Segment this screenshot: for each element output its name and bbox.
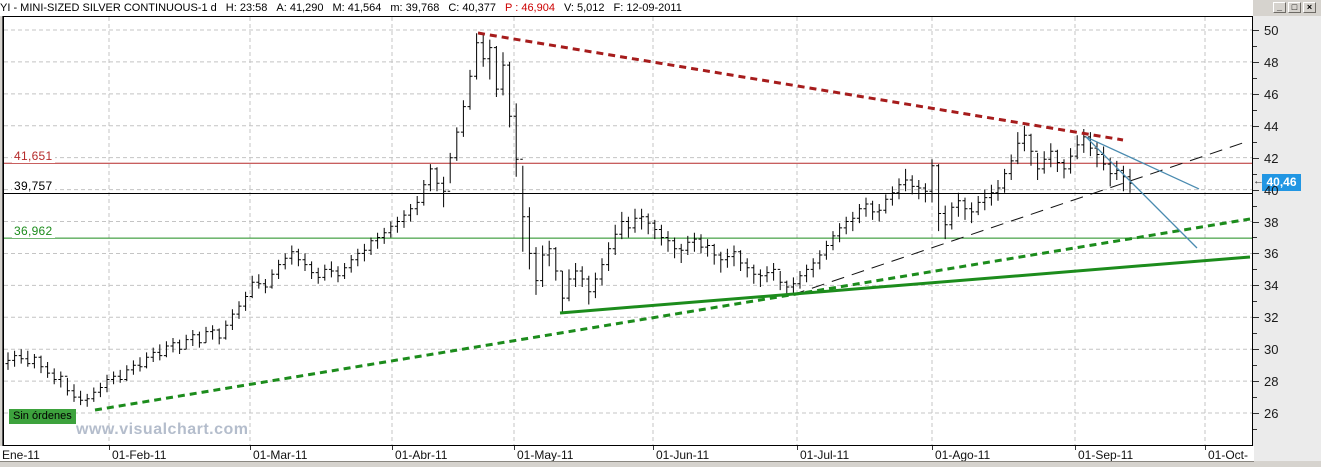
price-axis-label: 34	[1264, 278, 1279, 294]
date-axis-tick	[514, 446, 515, 450]
price-axis[interactable]: ← 40,46 26 28 30 32 34 36 38 40 42 44 46 48 50	[1253, 16, 1321, 461]
date-axis-label: 01-Ago-11	[935, 448, 991, 462]
price-axis-tick	[1253, 141, 1257, 143]
blue-fan-upper	[1085, 136, 1200, 190]
price-axis-tick	[1253, 45, 1257, 47]
quote-field-m: m: 39,768	[390, 2, 440, 14]
minimize-button[interactable]: _	[1273, 2, 1286, 13]
date-axis-label: 01-Abr-11	[395, 448, 448, 462]
price-level-label: 41,651	[12, 149, 55, 164]
price-axis-label: 32	[1264, 310, 1279, 326]
window-corner: _ □ ×	[1253, 0, 1321, 16]
price-axis-tick	[1253, 317, 1259, 319]
date-axis-tick	[797, 446, 798, 450]
date-axis-tick	[1205, 446, 1206, 450]
price-axis-label: 46	[1264, 86, 1279, 102]
price-axis-tick	[1253, 285, 1259, 287]
period-label: 1 d	[201, 2, 217, 14]
price-level-label: 36,962	[12, 224, 55, 239]
price-axis-tick	[1253, 301, 1257, 303]
quote-field-p: P : 46,904	[505, 2, 555, 14]
price-axis-tick	[1253, 333, 1257, 335]
date-axis-label: 01-Jun-11	[656, 448, 710, 462]
descending-resistance-red	[477, 31, 1124, 142]
price-axis-label: 28	[1264, 374, 1279, 390]
blue-fan-lower	[1085, 136, 1198, 249]
price-axis-label: 44	[1264, 118, 1279, 134]
price-axis-label: 26	[1264, 406, 1279, 422]
price-axis-tick	[1253, 413, 1259, 415]
quote-field-m: M: 41,564	[332, 2, 382, 14]
last-price-marker: 40,46	[1262, 174, 1301, 192]
price-axis-tick	[1253, 77, 1257, 79]
price-axis-tick	[1253, 253, 1259, 255]
price-axis-label: 42	[1264, 150, 1279, 166]
date-axis-label: 01-Oct-	[1208, 448, 1249, 462]
price-axis-label: 48	[1264, 54, 1279, 70]
date-axis-label: Ene-11	[2, 448, 40, 462]
date-axis-label: 01-Sep-11	[1078, 448, 1134, 462]
quote-field-v: V: 5,012	[563, 2, 605, 14]
instrument-title: YI - MINI-SIZED SILVER CONTINUOUS	[0, 2, 198, 14]
price-axis-tick	[1253, 237, 1257, 239]
date-axis-tick	[932, 446, 933, 450]
price-level-label: 39,757	[12, 179, 55, 194]
title-separator: -	[197, 2, 202, 14]
support-dashed-green	[94, 217, 1251, 412]
date-axis-tick	[392, 446, 393, 450]
date-axis-label: 01-Mar-11	[253, 448, 308, 462]
date-axis-label: 01-May-11	[517, 448, 574, 462]
quote-field-c: C: 40,377	[448, 2, 497, 14]
price-axis-tick	[1253, 30, 1259, 31]
window-left-border	[2, 16, 3, 461]
restore-button[interactable]: □	[1288, 2, 1301, 13]
price-axis-tick	[1253, 365, 1257, 367]
price-axis-tick	[1253, 189, 1259, 191]
price-axis-label: 36	[1264, 246, 1279, 262]
chart-plot-area[interactable]: 41,651 39,757 36,962 Sin órdenes www.visua…	[3, 16, 1253, 446]
price-axis-tick	[1253, 429, 1257, 430]
price-axis-tick	[1253, 157, 1259, 159]
price-axis-label: 38	[1264, 214, 1279, 230]
price-axis-label: 50	[1264, 23, 1279, 38]
price-axis-tick	[1253, 349, 1259, 351]
support-solid-green	[559, 255, 1251, 315]
price-marker-arrow-icon: ←	[1253, 175, 1264, 188]
price-axis-tick	[1253, 397, 1257, 399]
ohlc-bars	[5, 33, 1133, 407]
date-axis-tick	[1075, 446, 1076, 450]
date-axis-tick	[653, 446, 654, 450]
price-axis-tick	[1253, 221, 1259, 223]
price-axis-tick	[1253, 173, 1257, 175]
price-axis-tick	[1253, 125, 1259, 127]
date-axis-label: 01-Jul-11	[800, 448, 850, 462]
close-button[interactable]: ×	[1303, 2, 1316, 13]
date-axis[interactable]: Ene-11 01-Feb-11 01-Mar-11 01-Abr-11 01-May-…	[0, 446, 1254, 462]
price-axis-label: 40	[1264, 182, 1279, 198]
quote-field-h: H: 23:58	[225, 2, 268, 14]
date-axis-tick	[109, 446, 110, 450]
price-chart-canvas	[4, 17, 1252, 445]
window-controls: _ □ ×	[1273, 2, 1316, 13]
visualchart-watermark: www.visualchart.com	[76, 421, 249, 438]
price-axis-label: 30	[1264, 342, 1279, 358]
no-orders-badge: Sin órdenes	[9, 409, 76, 424]
price-axis-tick	[1253, 205, 1257, 207]
date-axis-tick	[250, 446, 251, 450]
price-axis-tick	[1253, 61, 1259, 63]
price-axis-tick	[1253, 381, 1259, 383]
price-axis-tick	[1253, 269, 1257, 271]
price-axis-tick	[1253, 93, 1259, 95]
date-axis-label: 01-Feb-11	[112, 448, 167, 462]
quote-field-f: F: 12-09-2011	[613, 2, 682, 14]
ascending-channel-black	[791, 141, 1247, 296]
price-axis-tick	[1253, 109, 1257, 111]
quote-fields: H: 23:58 A: 41,290 M: 41,564 m: 39,768 C: 40…	[217, 0, 682, 16]
quote-field-a: A: 41,290	[276, 2, 324, 14]
